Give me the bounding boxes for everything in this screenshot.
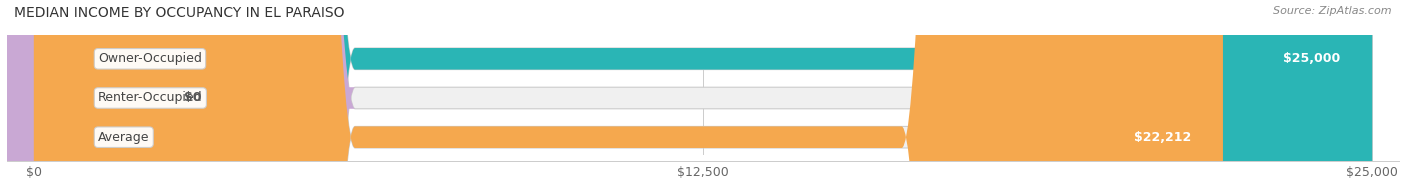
Text: MEDIAN INCOME BY OCCUPANCY IN EL PARAISO: MEDIAN INCOME BY OCCUPANCY IN EL PARAISO	[14, 6, 344, 20]
Text: $0: $0	[184, 92, 201, 104]
Text: Average: Average	[98, 131, 149, 144]
Text: Renter-Occupied: Renter-Occupied	[98, 92, 202, 104]
FancyBboxPatch shape	[0, 0, 354, 196]
FancyBboxPatch shape	[34, 0, 1372, 196]
Text: $22,212: $22,212	[1133, 131, 1191, 144]
Text: $25,000: $25,000	[1282, 52, 1340, 65]
FancyBboxPatch shape	[34, 0, 1372, 196]
Text: Owner-Occupied: Owner-Occupied	[98, 52, 202, 65]
FancyBboxPatch shape	[34, 0, 1372, 196]
FancyBboxPatch shape	[34, 0, 1372, 196]
Text: Source: ZipAtlas.com: Source: ZipAtlas.com	[1274, 6, 1392, 16]
FancyBboxPatch shape	[34, 0, 1223, 196]
